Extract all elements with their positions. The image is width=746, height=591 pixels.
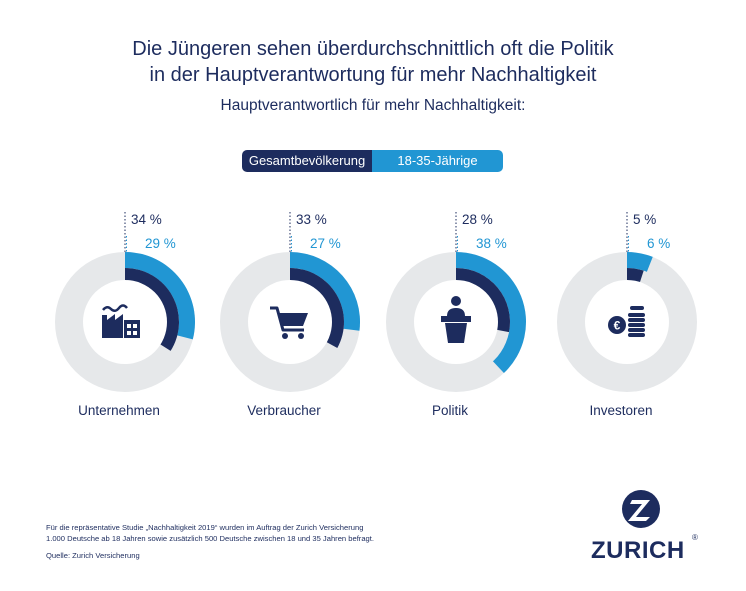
category-label-politik: Politik (432, 403, 468, 418)
value-label-unternehmen-18-35: 29 % (145, 236, 176, 251)
title-line-2: in der Hauptverantwortung für mehr Nachh… (149, 64, 597, 86)
logo-registered-mark: ® (692, 533, 698, 542)
shopping-cart-icon (270, 306, 308, 339)
source-note: Quelle: Zurich Versicherung (46, 551, 140, 560)
value-label-investoren-18-35: 6 % (647, 236, 670, 251)
value-label-verbraucher-18-35: 27 % (310, 236, 341, 251)
value-label-politik-gesamt: 28 % (462, 212, 493, 227)
donut-hole-investoren (585, 280, 669, 364)
value-label-investoren-gesamt: 5 % (633, 212, 656, 227)
speaker-podium-icon (441, 296, 471, 343)
svg-text:€: € (614, 319, 621, 333)
zurich-emblem-icon (622, 490, 660, 528)
factory-icon (102, 304, 140, 338)
category-label-unternehmen: Unternehmen (78, 403, 160, 418)
footnote-line-2: 1.000 Deutsche ab 18 Jahren sowie zusätz… (46, 534, 375, 543)
footnote-line-1: Für die repräsentative Studie „Nachhalti… (46, 523, 364, 532)
legend-item-gesamtbevoelkerung: Gesamtbevölkerung (242, 150, 372, 172)
zurich-logo: ZURICH ® (582, 490, 712, 570)
footnote: Für die repräsentative Studie „Nachhalti… (46, 522, 466, 561)
euro-coins-icon: € (608, 306, 645, 337)
chart-title: Die Jüngeren sehen überdurchschnittlich … (0, 36, 746, 88)
logo-wordmark: ZURICH (591, 537, 685, 564)
chart-subtitle: Hauptverantwortlich für mehr Nachhaltigk… (220, 97, 526, 114)
category-label-verbraucher: Verbraucher (247, 403, 321, 418)
value-label-verbraucher-gesamt: 33 % (296, 212, 327, 227)
legend-item-18-35-jaehrige: 18-35-Jährige (372, 150, 503, 172)
value-label-unternehmen-gesamt: 34 % (131, 212, 162, 227)
title-line-1: Die Jüngeren sehen überdurchschnittlich … (132, 38, 614, 60)
legend: Gesamtbevölkerung 18-35-Jährige (242, 150, 503, 172)
category-label-investoren: Investoren (589, 403, 652, 418)
value-label-politik-18-35: 38 % (476, 236, 507, 251)
